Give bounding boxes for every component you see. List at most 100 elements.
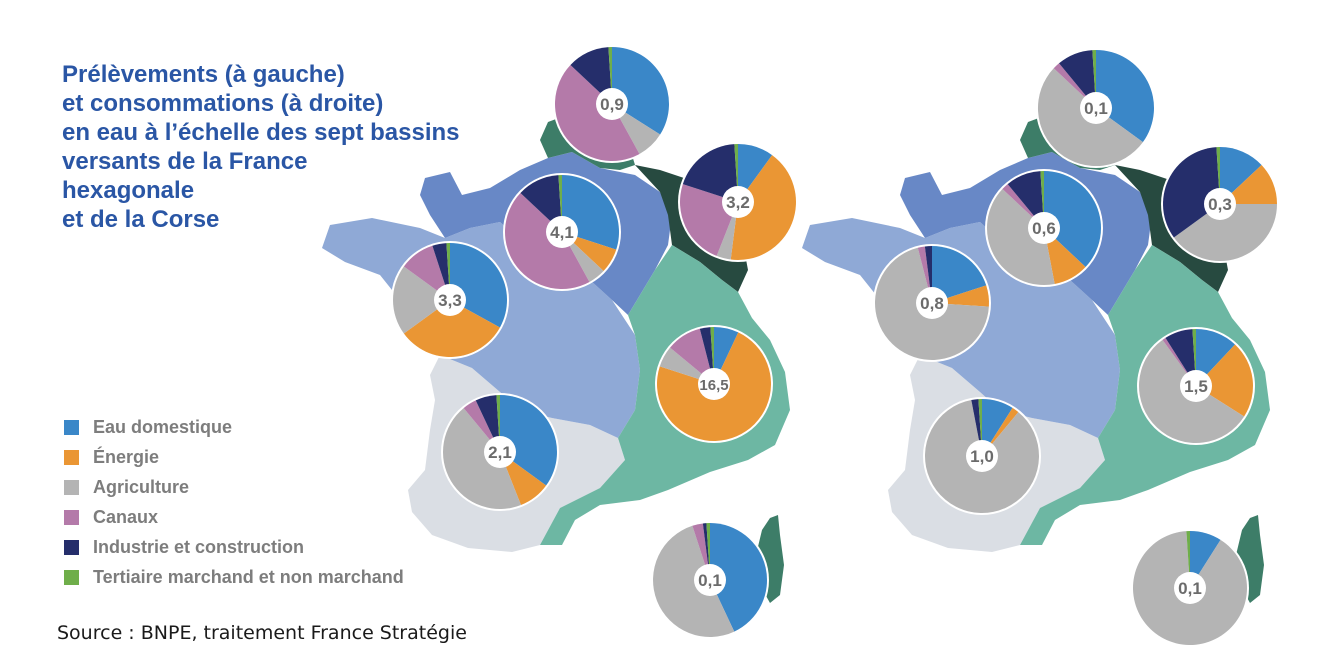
pie-value-label: 3,3	[438, 291, 462, 310]
pie-slice-industrie-et-construction	[682, 144, 738, 202]
legend-item-canaux: Canaux	[64, 502, 404, 532]
pie-slice-agriculture	[562, 232, 604, 282]
pie-slice-energie	[403, 300, 500, 357]
legend-item-agriculture: Agriculture	[64, 472, 404, 502]
pie-slice-canaux	[670, 328, 714, 384]
legend-item-energie: Énergie	[64, 442, 404, 472]
pie-slice-eau-domestique	[738, 144, 773, 202]
pie-charts: 0,9 4,1 3,2 3,3 16,5 2,1 0,1 0,1 0,6 0,3 0,8 1,5 1,0…	[391, 45, 1279, 647]
pie-consommations-corse: 0,1	[1131, 529, 1249, 647]
pie-value-label: 3,2	[726, 193, 750, 212]
pie-consommations-loire-bretagne: 0,8	[873, 244, 991, 362]
pie-value-label: 0,6	[1032, 219, 1056, 238]
pie-slice-eau-domestique	[1190, 531, 1221, 588]
title-line: hexagonale	[62, 177, 195, 204]
pie-slice-eau-domestique	[1096, 50, 1154, 143]
pie-slice-energie	[1044, 228, 1086, 284]
legend-swatch	[64, 539, 79, 555]
legend-item-tertiaire: Tertiaire marchand et non marchand	[64, 562, 404, 592]
legend-label: Canaux	[93, 506, 159, 527]
pie-center	[434, 284, 466, 316]
pie-value-label: 0,8	[920, 294, 944, 313]
pie-slice-energie	[562, 232, 617, 272]
pie-consommations-seine-normandie: 0,6	[985, 169, 1103, 287]
pie-value-label: 0,3	[1208, 195, 1232, 214]
legend-label: Énergie	[93, 446, 160, 467]
pie-prelevements-rhin-meuse: 3,2	[678, 142, 798, 262]
pie-value-label: 1,5	[1184, 377, 1208, 396]
pie-slice-canaux	[504, 192, 590, 290]
source-note: Source : BNPE, traitement France Stratég…	[57, 622, 467, 644]
pie-slice-energie	[1220, 164, 1277, 204]
pie-slice-industrie-et-construction	[1165, 329, 1196, 386]
pie-slice-industrie-et-construction	[1007, 171, 1044, 228]
pie-center	[916, 287, 948, 319]
pie-slice-agriculture	[443, 408, 521, 510]
title-line: versants de la France	[62, 148, 308, 175]
legend-swatch	[64, 449, 79, 465]
pie-center	[1180, 370, 1212, 402]
pie-slice-agriculture	[653, 525, 735, 637]
pie-value-label: 0,1	[1178, 579, 1202, 598]
pie-slice-industrie-et-construction	[1059, 50, 1096, 108]
pie-slice-agriculture	[393, 266, 450, 334]
legend-swatch	[64, 509, 79, 525]
legend-label: Agriculture	[93, 476, 190, 497]
pie-slice-canaux	[403, 245, 450, 300]
legend-swatch	[64, 479, 79, 495]
legend-label: Industrie et construction	[93, 536, 305, 557]
pie-slice-eau-domestique	[1220, 147, 1262, 204]
legend-swatch	[64, 419, 79, 435]
pie-slice-eau-domestique	[932, 246, 987, 303]
legend-item-industrie: Industrie et construction	[64, 532, 404, 562]
pie-slice-industrie-et-construction	[1163, 147, 1220, 238]
legend-swatch	[64, 569, 79, 585]
page-title: Prélèvements (à gauche) et consommations…	[62, 60, 460, 234]
pie-value-label: 0,1	[698, 571, 722, 590]
title-line: Prélèvements (à gauche)	[62, 61, 345, 88]
pie-value-label: 1,0	[970, 447, 994, 466]
pie-slice-agriculture	[612, 104, 661, 154]
pie-slice-industrie-et-construction	[570, 47, 612, 104]
pie-center	[966, 440, 998, 472]
pie-slice-eau-domestique	[1044, 171, 1101, 268]
pie-slice-agriculture	[987, 188, 1055, 285]
pie-slice-eau-domestique	[612, 47, 670, 135]
pie-center	[698, 368, 730, 400]
pie-prelevements-seine-normandie: 4,1	[503, 173, 621, 291]
pie-value-label: 2,1	[488, 443, 512, 462]
pie-slice-canaux	[554, 64, 640, 162]
pie-prelevements-adour-garonne: 2,1	[441, 393, 559, 511]
pie-center	[1080, 92, 1112, 124]
pie-consommations-rhone-mediterranee: 1,5	[1137, 327, 1255, 445]
title-line: et de la Corse	[62, 206, 220, 233]
pie-slice-eau-domestique	[982, 399, 1013, 456]
pie-prelevements-corse: 0,1	[651, 521, 769, 639]
pie-consommations-artois-picardie: 0,1	[1036, 48, 1156, 168]
pie-center	[1028, 212, 1060, 244]
pie-slice-industrie-et-construction	[520, 175, 562, 232]
pie-consommations-adour-garonne: 1,0	[923, 397, 1041, 515]
pie-center	[484, 436, 516, 468]
pie-slice-agriculture	[659, 347, 714, 384]
pie-value-label: 0,1	[1084, 99, 1108, 118]
title-line: en eau à l’échelle des sept bassins	[62, 119, 460, 146]
legend-label: Tertiaire marchand et non marchand	[93, 566, 404, 587]
pie-prelevements-loire-bretagne: 3,3	[391, 241, 509, 359]
pie-slice-energie	[500, 452, 547, 505]
pie-slice-eau-domestique	[710, 523, 768, 632]
legend-label: Eau domestique	[93, 416, 233, 437]
legend-item-eau-domestique: Eau domestique	[64, 412, 404, 442]
pie-prelevements-rhone-mediterranee: 16,5	[655, 325, 773, 443]
pie-slice-eau-domestique	[500, 395, 557, 486]
pie-slice-agriculture	[1173, 204, 1277, 261]
pie-center	[596, 88, 628, 120]
pie-consommations-rhin-meuse: 0,3	[1161, 145, 1279, 263]
pie-slice-energie	[730, 155, 796, 260]
pie-slice-energie	[1196, 344, 1254, 417]
title-line: et consommations (à droite)	[62, 90, 384, 117]
pie-value-label: 0,9	[600, 95, 624, 114]
legend: Eau domestique Énergie Agriculture Canau…	[64, 412, 404, 592]
pie-center	[1174, 572, 1206, 604]
